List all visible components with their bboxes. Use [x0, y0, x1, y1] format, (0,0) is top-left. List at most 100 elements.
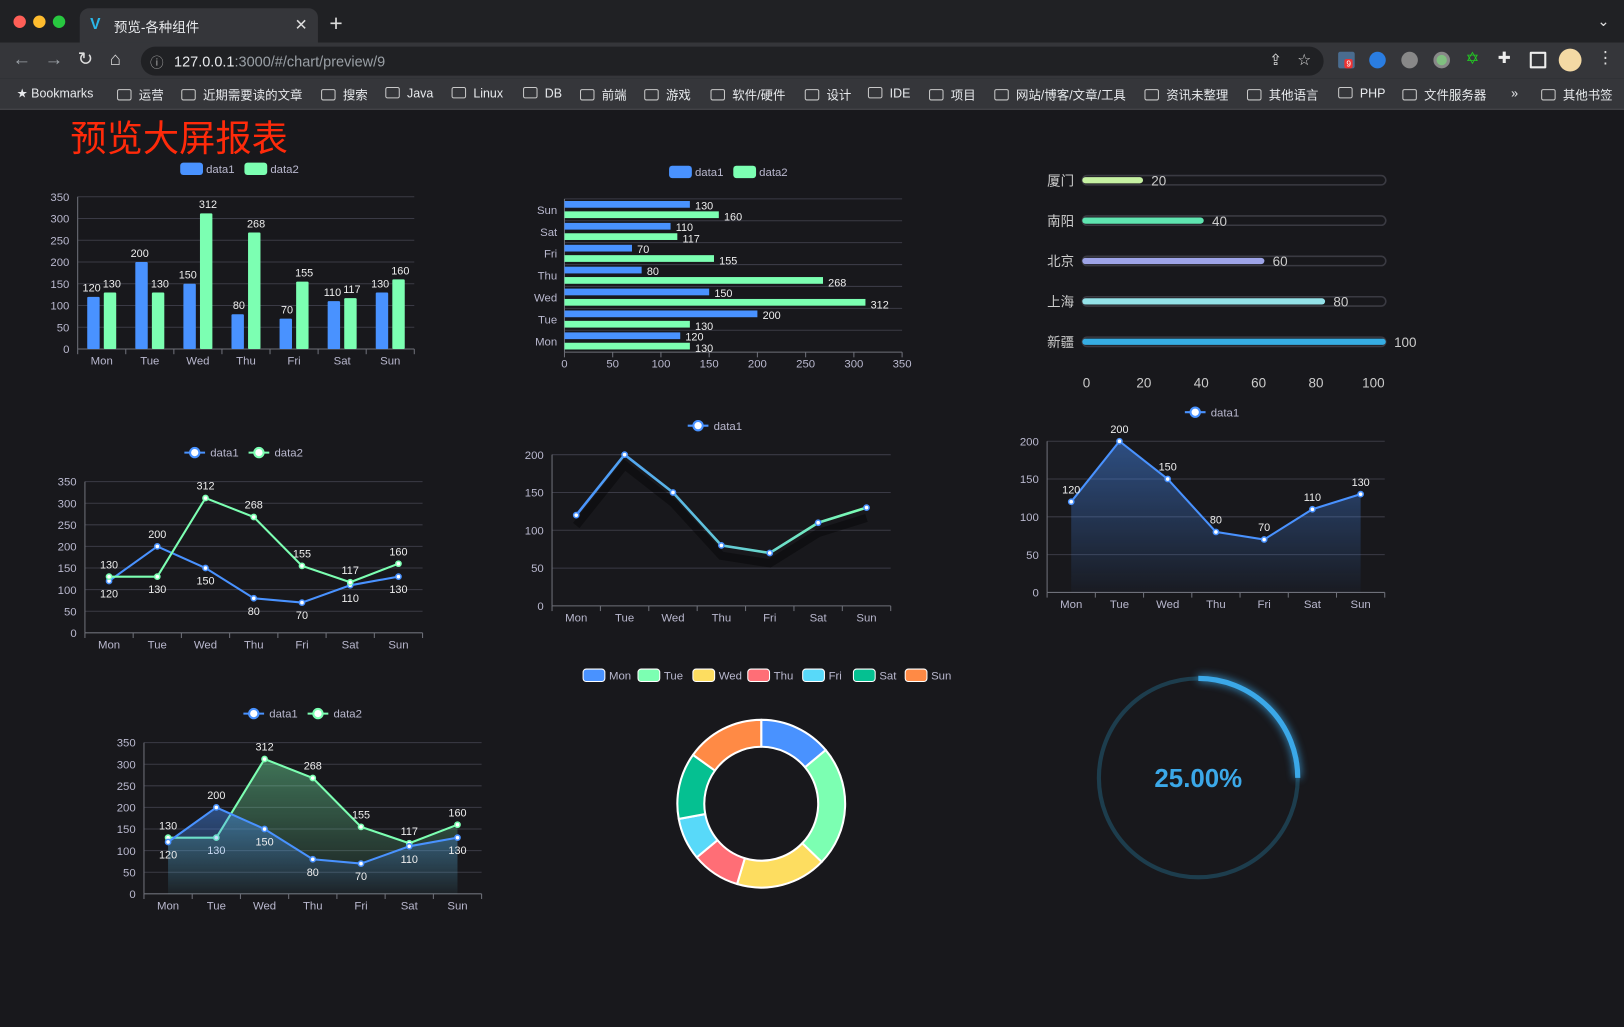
x-tick-label: 100 [651, 359, 670, 371]
point-value-label: 117 [401, 826, 418, 838]
y-tick-label: 100 [58, 585, 77, 597]
x-tick-label: Thu [712, 612, 732, 624]
close-tab-icon[interactable]: ✕ [294, 16, 308, 35]
back-icon[interactable]: ← [12, 48, 32, 70]
profile-avatar[interactable] [1558, 48, 1582, 72]
y-tick-label: 350 [58, 477, 77, 489]
data-point [454, 834, 461, 842]
address-bar[interactable]: ⓘ 127.0.0.1:3000/#/chart/preview/9 ⇪ ☆ [140, 46, 1324, 76]
legend-item-Thu[interactable]: Thu [747, 668, 794, 683]
menu-kebab-icon[interactable]: ⋮ [1597, 49, 1614, 68]
bookmark-folder-label: 运营 [138, 88, 164, 103]
bar-value-label: 268 [247, 218, 265, 230]
tab-search-chevron-icon[interactable]: ⌄ [1597, 12, 1610, 29]
bookmark-folder[interactable]: 运营 [117, 86, 164, 104]
hbar-data1 [564, 310, 758, 318]
y-tick-label: Tue [538, 314, 557, 326]
gem-extension-icon[interactable] [1369, 51, 1386, 69]
legend-item-data2[interactable]: data2 [733, 165, 788, 179]
bookmark-folder[interactable]: 前端 [579, 86, 627, 104]
legend-item-data1[interactable]: data1 [669, 165, 723, 179]
bookmark-folder[interactable]: 其他语言 [1246, 86, 1318, 104]
point-value-label: 160 [448, 807, 466, 819]
legend-item-data1[interactable]: data1 [184, 446, 239, 460]
y-tick-label: 200 [50, 257, 69, 269]
bookmark-folder[interactable]: 设计 [804, 86, 851, 104]
side-panel-icon[interactable] [1529, 51, 1547, 69]
maximize-window-button[interactable] [52, 15, 66, 28]
bar-data1 [279, 318, 292, 350]
folder-icon [385, 86, 400, 99]
other-bookmarks-folder[interactable]: 其他书签 [1541, 86, 1613, 104]
legend-item-Tue[interactable]: Tue [637, 668, 683, 682]
site-info-icon[interactable]: ⓘ [150, 54, 164, 71]
reload-icon[interactable]: ↻ [77, 48, 94, 70]
bookmark-folder[interactable]: 文件服务器 [1402, 86, 1486, 104]
extension-icon[interactable]: 9 [1338, 51, 1355, 69]
x-tick-label: 250 [796, 359, 815, 371]
close-window-button[interactable] [13, 15, 26, 28]
donut-slice-Sun [691, 718, 763, 772]
bookmarks-overflow-button[interactable]: » [1511, 85, 1519, 101]
bookmark-folder[interactable]: Linux [451, 86, 503, 100]
bookmark-folder[interactable]: 游戏 [644, 86, 691, 104]
hbar-data2 [564, 255, 714, 262]
bookmark-folder[interactable]: 软件/硬件 [710, 86, 785, 104]
bar-value-label: 80 [233, 300, 245, 312]
legend-item-data1[interactable]: data1 [243, 707, 298, 721]
legend-item-Sat[interactable]: Sat [852, 668, 897, 682]
bookmark-folder[interactable]: IDE [867, 86, 910, 100]
forward-icon[interactable]: → [44, 48, 64, 70]
city-label: 上海 [1047, 295, 1074, 310]
bookmark-folder[interactable]: DB [523, 86, 562, 100]
new-tab-button[interactable]: + [329, 10, 343, 37]
bookmark-folder[interactable]: 近期需要读的文章 [181, 86, 302, 104]
bookmark-folder-label: Java [407, 85, 434, 101]
legend-item-Wed[interactable]: Wed [692, 668, 742, 682]
bookmark-folder[interactable]: 网站/博客/文章/工具 [994, 86, 1126, 104]
bookmark-folder[interactable]: 资讯未整理 [1144, 86, 1228, 104]
bookmark-folder[interactable]: Java [385, 86, 433, 100]
point-value-label: 70 [296, 610, 308, 622]
data-point [261, 755, 268, 763]
legend-item-data1[interactable]: data1 [180, 162, 235, 176]
home-icon[interactable]: ⌂ [109, 48, 122, 70]
bookmark-star-icon[interactable]: ☆ [1297, 51, 1312, 70]
minimize-window-button[interactable] [33, 15, 46, 28]
y-tick-label: 200 [1020, 436, 1039, 448]
star-extension-icon[interactable]: ✡ [1465, 50, 1480, 69]
legend-item-Sun[interactable]: Sun [904, 668, 951, 682]
legend-item-data1[interactable]: data1 [687, 419, 742, 433]
folder-icon [929, 89, 944, 101]
legend-label: Mon [609, 670, 631, 682]
line-shadow [572, 459, 868, 568]
bookmark-folder[interactable]: PHP [1338, 86, 1385, 100]
bookmark-folder-label: 资讯未整理 [1166, 88, 1229, 103]
command-extension-icon[interactable] [1401, 51, 1418, 69]
point-value-label: 268 [304, 761, 322, 773]
share-icon[interactable]: ⇪ [1269, 51, 1283, 70]
legend-item-Mon[interactable]: Mon [582, 668, 631, 682]
y-tick-label: 150 [1020, 474, 1039, 486]
legend-item-Fri[interactable]: Fri [802, 668, 842, 682]
legend-item-data2[interactable]: data2 [248, 446, 303, 460]
bookmark-folder[interactable]: 项目 [929, 86, 976, 104]
bookmarks-star-item[interactable]: ★ Bookmarks [17, 86, 94, 100]
circle-extension-icon[interactable] [1433, 51, 1450, 69]
area-fill-data1 [1071, 441, 1361, 593]
puzzle-extensions-icon[interactable]: ✚ [1497, 49, 1511, 68]
legend-item-data2[interactable]: data2 [244, 162, 299, 176]
chart-legend: data1 [1184, 406, 1239, 419]
hbar-data1 [564, 288, 710, 296]
data-point [357, 860, 365, 867]
bookmark-folder[interactable]: 搜索 [321, 86, 368, 104]
legend-swatch-icon [747, 668, 771, 683]
gauge-value-label: 25.00% [1154, 765, 1242, 793]
bar-value-label: 130 [103, 278, 121, 290]
legend-item-data1[interactable]: data1 [1184, 406, 1239, 419]
y-tick-label: 0 [63, 344, 69, 356]
browser-tab[interactable]: V 预览-各种组件 ✕ [79, 8, 318, 43]
legend-item-data2[interactable]: data2 [307, 707, 362, 721]
chart-axes: 0 50 100 150 200 Mon Tue Wed Thu Fri Sat Sun [525, 450, 892, 624]
hbar-data1 [564, 332, 681, 340]
